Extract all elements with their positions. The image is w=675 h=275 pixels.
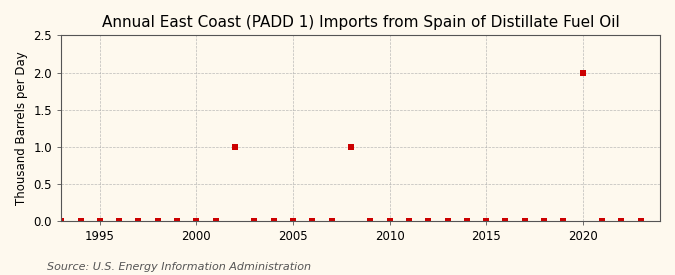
Text: Source: U.S. Energy Information Administration: Source: U.S. Energy Information Administ… (47, 262, 311, 272)
Title: Annual East Coast (PADD 1) Imports from Spain of Distillate Fuel Oil: Annual East Coast (PADD 1) Imports from … (102, 15, 620, 30)
Y-axis label: Thousand Barrels per Day: Thousand Barrels per Day (15, 51, 28, 205)
